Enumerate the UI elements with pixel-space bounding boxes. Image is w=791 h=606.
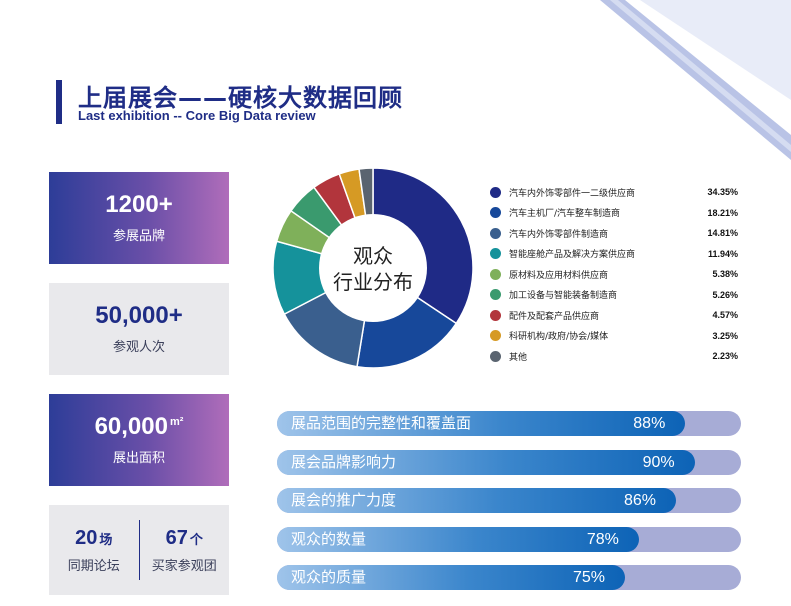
bar-row: 观众的数量 78%	[277, 526, 741, 552]
legend-value: 2.23%	[712, 351, 738, 362]
legend-label: 智能座舱产品及解决方案供应商	[509, 250, 636, 261]
page-subtitle: Last exhibition -- Core Big Data review	[78, 108, 316, 123]
bar-fill	[277, 488, 677, 513]
legend-item: 科研机构/政府/协会/媒体 3.25%	[490, 326, 740, 347]
stat-card-brands: 1200+ 参展品牌	[49, 172, 229, 264]
stat-label: 展出面积	[112, 450, 165, 466]
stat-card-area: 60,000 m² 展出面积	[49, 394, 229, 486]
bar-value-label: 88%	[633, 415, 666, 432]
legend-item: 汽车内外饰零部件一二级供应商 34.35%	[490, 182, 740, 203]
bar-fill	[277, 411, 686, 436]
legend-swatch	[490, 207, 501, 219]
legend-value: 4.57%	[712, 310, 738, 321]
legend-swatch	[490, 330, 501, 342]
donut-title-line-2: 行业分布	[333, 270, 413, 294]
legend-item: 汽车主机厂/汽车整车制造商 18.21%	[490, 203, 740, 224]
stat-card-forums-buyers: 20 场 同期论坛 67 个 买家参观团	[49, 505, 229, 595]
legend-label: 加工设备与智能装备制造商	[509, 291, 618, 302]
bar-label: 观众的质量	[291, 568, 367, 586]
stat-value: 1200+	[105, 191, 173, 219]
legend-swatch	[490, 268, 501, 280]
legend-value: 3.25%	[712, 330, 738, 341]
stat-unit: 个	[189, 531, 203, 547]
bar-row: 展会品牌影响力 90%	[277, 449, 741, 475]
donut-hole	[319, 214, 427, 322]
stat-label: 买家参观团	[151, 558, 217, 574]
legend-value: 11.94%	[707, 248, 738, 259]
bar-label: 展品范围的完整性和覆盖面	[291, 414, 472, 432]
legend-value: 5.26%	[712, 289, 738, 300]
donut-title-line-1: 观众	[353, 244, 393, 268]
bar-fill	[277, 526, 639, 552]
legend-item: 配件及配套产品供应商 4.57%	[490, 305, 740, 326]
legend-item: 智能座舱产品及解决方案供应商 11.94%	[490, 244, 740, 265]
donut-legend: 汽车内外饰零部件一二级供应商 34.35% 汽车主机厂/汽车整车制造商 18.21% 汽…	[490, 182, 740, 367]
divider	[138, 520, 140, 580]
page-title: 上届展会——硬核大数据回顾	[78, 84, 403, 112]
bar-label: 观众的数量	[291, 529, 367, 548]
legend-label: 汽车内外饰零部件一二级供应商	[509, 188, 636, 199]
legend-value: 18.21%	[707, 207, 738, 218]
stat-value: 67	[165, 526, 188, 549]
bar-value-label: 75%	[572, 569, 605, 586]
legend-swatch	[490, 248, 501, 260]
legend-swatch	[490, 350, 501, 362]
bar-value-label: 86%	[624, 492, 657, 509]
stat-value: 60,000 m²	[94, 413, 184, 441]
legend-label: 其他	[509, 352, 528, 363]
stat-unit: m²	[169, 416, 184, 429]
legend-label: 配件及配套产品供应商	[509, 311, 600, 322]
stat-unit: 场	[99, 531, 113, 547]
legend-swatch	[490, 289, 501, 301]
bar-value-label: 90%	[642, 453, 675, 471]
bar-row: 观众的质量 75%	[277, 565, 741, 590]
stat-value: 20	[75, 526, 98, 549]
legend-label: 汽车内外饰零部件制造商	[509, 229, 609, 240]
legend-label: 原材料及应用材料供应商	[509, 270, 609, 281]
stat-value: 50,000+	[95, 302, 183, 330]
legend-item: 汽车内外饰零部件制造商 14.81%	[490, 223, 740, 244]
bar-fill	[277, 565, 625, 590]
satisfaction-bar-chart: 展品范围的完整性和覆盖面 88% 展会品牌影响力 90% 展会的推广力度 86% 观众的数量…	[277, 411, 741, 604]
legend-value: 14.81%	[707, 228, 738, 239]
stat-forums: 20 场 同期论坛	[49, 527, 139, 574]
legend-item: 其他 2.23%	[490, 346, 740, 367]
audience-industry-donut-chart: 观众 行业分布	[272, 168, 474, 368]
title-accent-bar	[56, 80, 62, 124]
legend-value: 5.38%	[712, 269, 738, 280]
bar-fill	[277, 449, 695, 475]
legend-item: 原材料及应用材料供应商 5.38%	[490, 264, 740, 285]
stat-buyer-groups: 67 个 买家参观团	[140, 527, 230, 574]
bar-row: 展会的推广力度 86%	[277, 488, 741, 513]
stat-card-visitors: 50,000+ 参观人次	[49, 283, 229, 375]
stat-label: 参展品牌	[112, 228, 165, 244]
legend-swatch	[490, 227, 501, 239]
legend-swatch	[490, 186, 501, 198]
bar-row: 展品范围的完整性和覆盖面 88%	[277, 411, 741, 436]
legend-label: 科研机构/政府/协会/媒体	[509, 332, 609, 343]
legend-item: 加工设备与智能装备制造商 5.26%	[490, 285, 740, 306]
stat-label: 参观人次	[112, 339, 165, 355]
bar-value-label: 78%	[586, 530, 619, 548]
legend-label: 汽车主机厂/汽车整车制造商	[509, 209, 621, 220]
bar-label: 展会品牌影响力	[291, 452, 397, 471]
bar-label: 展会的推广力度	[291, 491, 397, 509]
stat-label: 同期论坛	[67, 558, 120, 574]
legend-value: 34.35%	[707, 187, 738, 198]
legend-swatch	[490, 309, 501, 321]
